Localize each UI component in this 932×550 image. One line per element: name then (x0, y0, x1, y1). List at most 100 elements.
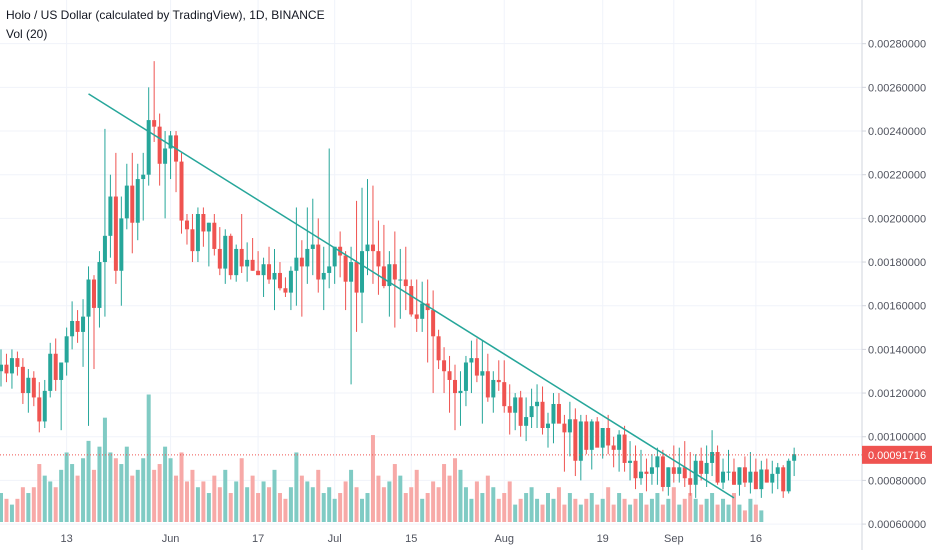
candle-body (524, 417, 529, 426)
volume-bar (644, 504, 649, 522)
volume-bar (753, 504, 758, 522)
candle-body (398, 279, 403, 281)
candle-body (753, 471, 758, 490)
volume-bar (370, 435, 375, 522)
candle-body (431, 310, 436, 337)
volume-bar (573, 498, 578, 522)
volume-bar (425, 493, 430, 522)
volume-bar (759, 510, 764, 522)
volume-bar (546, 493, 550, 522)
volume-bar (480, 493, 485, 522)
candle-body (414, 314, 419, 319)
volume-bar (15, 498, 20, 522)
volume-bar (748, 498, 753, 522)
candle-body (726, 471, 731, 473)
volume-bar (256, 493, 261, 522)
candle-body (704, 462, 709, 474)
volume-bar (86, 440, 91, 522)
candle-body (447, 371, 452, 380)
candle-body (611, 445, 616, 450)
volume-bar (343, 481, 348, 522)
price-tick-label: 0.00060000 (868, 519, 926, 531)
candle-body (759, 469, 764, 490)
volume-bar (206, 493, 211, 522)
candle-body (502, 382, 507, 407)
volume-bar (688, 493, 693, 522)
candle-body (234, 248, 239, 276)
volume-bar (234, 481, 239, 522)
candle-body (75, 321, 80, 332)
candle-body (518, 397, 523, 426)
candle-body (453, 379, 458, 394)
candle-body (26, 377, 31, 394)
candle-body (206, 222, 211, 232)
candle-body (53, 353, 58, 380)
chart-title[interactable]: Holo / US Dollar (calculated by TradingV… (6, 8, 325, 22)
candle-body (370, 244, 375, 252)
candle-body (381, 266, 386, 287)
candle-body (294, 257, 299, 271)
candle-body (742, 467, 747, 483)
time-tick-label: 19 (597, 533, 609, 545)
time-tick-label: Aug (494, 533, 514, 545)
volume-bar (59, 469, 64, 522)
volume-bar (365, 493, 370, 522)
candle-body (682, 467, 687, 479)
candle-body (562, 423, 567, 433)
volume-bar (310, 487, 315, 522)
candle-body (649, 467, 654, 474)
volume-bar (617, 493, 622, 522)
candle-body (513, 397, 518, 413)
candle-body (420, 303, 425, 319)
volume-bar (551, 498, 556, 522)
volume-bar (316, 469, 321, 522)
candle-body (102, 235, 107, 263)
volume-bar (201, 481, 206, 522)
volume-bar (666, 498, 671, 522)
volume-bar (392, 464, 397, 522)
candle-body (644, 471, 649, 474)
candle-body (321, 272, 326, 280)
candle-body (699, 460, 704, 474)
candle-body (595, 421, 600, 448)
candle-body (409, 286, 414, 315)
price-axis-ticks: 0.00060000 0.00080000 0.00100000 0.00120000… (862, 39, 926, 531)
candle-body (365, 244, 370, 252)
price-tick-label: 0.00260000 (868, 82, 926, 94)
candle-body (37, 397, 42, 422)
candle-body (775, 467, 780, 474)
candle-body (316, 244, 321, 280)
candle-body (184, 220, 189, 230)
volume-bar (4, 498, 9, 522)
volume-bar (409, 487, 414, 522)
volume-bar (305, 481, 310, 522)
volume-bar (671, 487, 676, 522)
volume-bar (458, 469, 463, 522)
volume-bar (9, 504, 14, 522)
candle-body (485, 371, 490, 398)
price-tick-label: 0.00160000 (868, 301, 926, 313)
candle-body (638, 471, 643, 479)
volume-bar (524, 493, 529, 522)
volume-bar (376, 475, 381, 522)
volume-bar (217, 487, 222, 522)
candle-body (223, 235, 228, 269)
candle-body (792, 454, 797, 461)
volume-bar (715, 504, 720, 522)
volume-bar (299, 475, 304, 522)
candle-body (113, 196, 118, 271)
trendline[interactable] (88, 93, 735, 499)
candle-body (70, 321, 75, 337)
price-tick-label: 0.00180000 (868, 257, 926, 269)
volume-bar (556, 487, 561, 522)
volume-bar (398, 475, 403, 522)
price-tick-label: 0.00220000 (868, 170, 926, 182)
candle-body (217, 248, 222, 269)
candlesticks (0, 61, 797, 498)
volume-bar (704, 498, 709, 522)
volume-indicator-label[interactable]: Vol (20) (6, 27, 48, 41)
candle-body (748, 471, 753, 483)
grid-lines (0, 0, 862, 525)
volume-bar (589, 493, 594, 522)
